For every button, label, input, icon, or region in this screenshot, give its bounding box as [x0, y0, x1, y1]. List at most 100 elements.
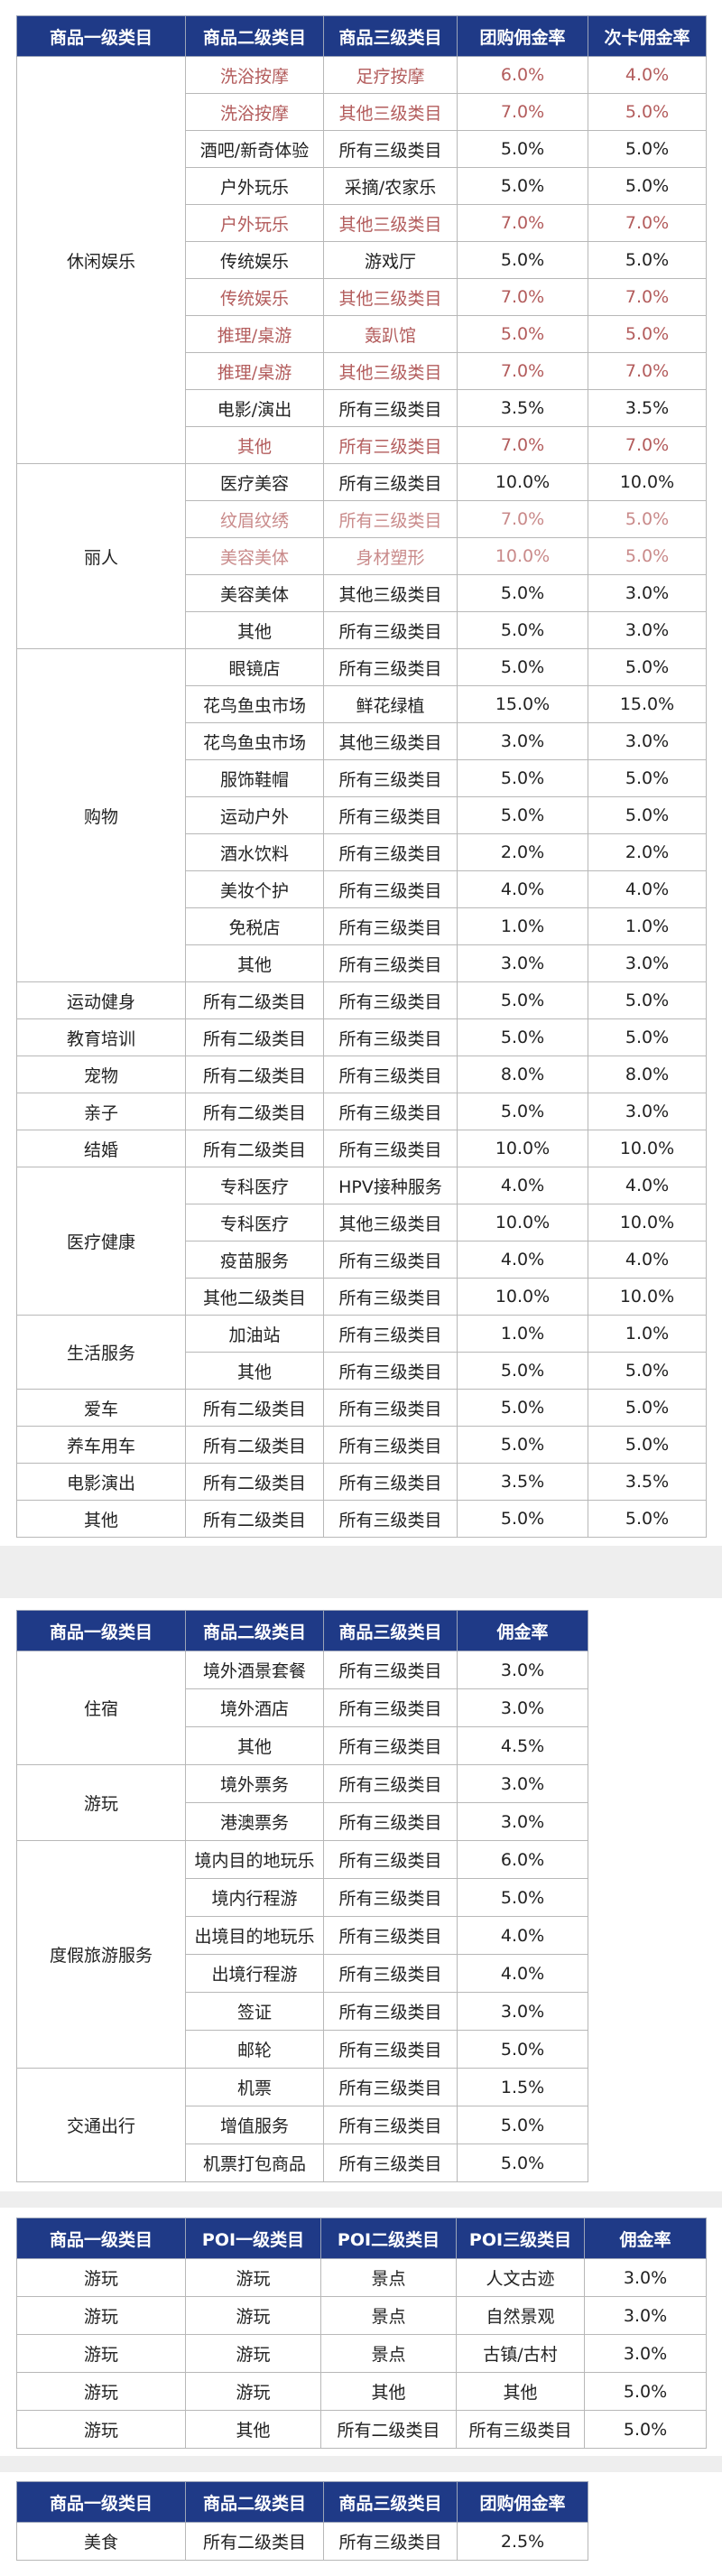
- table-cell: 推理/桌游: [185, 352, 324, 390]
- table-row: 传统娱乐 其他三级类目 7.0% 7.0%: [17, 278, 707, 316]
- table-cell: 所有三级类目: [323, 1315, 458, 1353]
- category-cell: 游玩: [16, 2410, 186, 2449]
- table-cell: 推理/桌游: [185, 315, 324, 353]
- table-cell: 7.0%: [457, 278, 588, 316]
- table-cell: 酒吧/新奇体验: [185, 130, 324, 168]
- table-cell: 美容美体: [185, 574, 324, 612]
- table-row: 游玩 其他 所有二级类目 所有三级类目 5.0%: [16, 2410, 707, 2449]
- table-cell: 户外玩乐: [185, 204, 324, 242]
- table-cell: 所有三级类目: [323, 2030, 458, 2069]
- table-cell: 轰趴馆: [323, 315, 458, 353]
- header-row: 商品一级类目 商品二级类目 商品三级类目 团购佣金率: [16, 2481, 588, 2523]
- table-row: 户外玩乐 采摘/农家乐 5.0% 5.0%: [17, 167, 707, 205]
- table-cell: 所有三级类目: [323, 759, 458, 797]
- table-cell: 所有三级类目: [323, 1500, 458, 1538]
- table-header: 商品一级类目 商品二级类目 商品三级类目 团购佣金率: [16, 2481, 588, 2523]
- table-row: 教育培训 所有二级类目 所有三级类目 5.0% 5.0%: [16, 1018, 707, 1056]
- category-cell: 休闲娱乐: [16, 56, 186, 464]
- table-cell: 5.0%: [588, 1426, 707, 1464]
- table-cell: 5.0%: [588, 1500, 707, 1538]
- table-row: 交通出行 机票 所有三级类目 1.5%: [16, 2068, 588, 2182]
- table-cell: 其他三级类目: [323, 278, 458, 316]
- table-row: 游玩 游玩 景点 人文古迹 3.0%: [16, 2258, 707, 2297]
- table-cell: 专科医疗: [185, 1204, 324, 1242]
- table-row: 出境行程游 所有三级类目 4.0%: [17, 1954, 588, 1993]
- table-cell: 10.0%: [588, 1204, 707, 1242]
- table-cell: 所有三级类目: [323, 2144, 458, 2182]
- table-cell: 所有二级类目: [185, 1018, 324, 1056]
- table-cell: 8.0%: [457, 1056, 588, 1093]
- table-cell: 5.0%: [457, 1389, 588, 1427]
- table-cell: 邮轮: [185, 2030, 324, 2069]
- table-row: 花鸟鱼虫市场 其他三级类目 3.0% 3.0%: [17, 722, 707, 760]
- table-cell: 3.0%: [588, 611, 707, 649]
- table-cell: 增值服务: [185, 2106, 324, 2144]
- table-cell: 3.0%: [588, 722, 707, 760]
- table-row: 游玩 游玩 其他 其他 5.0%: [16, 2372, 707, 2411]
- table-row: 运动健身 所有二级类目 所有三级类目 5.0% 5.0%: [16, 981, 707, 1019]
- table-cell: 所有三级类目: [323, 833, 458, 871]
- category-cell: 爱车: [16, 1389, 186, 1427]
- category-cell: 购物: [16, 648, 186, 982]
- table-cell: 其他三级类目: [323, 722, 458, 760]
- table-cell: 4.0%: [457, 1916, 588, 1955]
- table-cell: 4.0%: [588, 1241, 707, 1279]
- table-row: 其他 所有二级类目 所有三级类目 5.0% 5.0%: [16, 1500, 707, 1538]
- table-cell: 所有三级类目: [323, 1241, 458, 1279]
- table-cell: 所有二级类目: [185, 1056, 324, 1093]
- table-cell: 疫苗服务: [185, 1241, 324, 1279]
- table-cell: 其他三级类目: [323, 352, 458, 390]
- table-cell: 所有三级类目: [323, 907, 458, 945]
- table-cell: 酒水饮料: [185, 833, 324, 871]
- table-cell: 15.0%: [588, 685, 707, 723]
- table-cell: 10.0%: [588, 1278, 707, 1316]
- table-cell: 传统娱乐: [185, 278, 324, 316]
- category-cell: 医疗健康: [16, 1167, 186, 1316]
- table-cell: 10.0%: [588, 463, 707, 501]
- table-row: 亲子 所有二级类目 所有三级类目 5.0% 3.0%: [16, 1093, 707, 1130]
- table-cell: 所有三级类目: [323, 1389, 458, 1427]
- table-cell: 10.0%: [457, 463, 588, 501]
- table-cell: 5.0%: [457, 574, 588, 612]
- table-cell: 户外玩乐: [185, 167, 324, 205]
- table-cell: 3.0%: [457, 1802, 588, 1841]
- header-cell: 佣金率: [457, 1610, 588, 1651]
- table-cell: 运动户外: [185, 796, 324, 834]
- table-cell: 古镇/古村: [456, 2334, 585, 2373]
- category-cell: 教育培训: [16, 1018, 186, 1056]
- table-cell: 花鸟鱼虫市场: [185, 722, 324, 760]
- table-cell: 所有三级类目: [323, 463, 458, 501]
- table-cell: 所有三级类目: [323, 1688, 458, 1727]
- table-cell: HPV接种服务: [323, 1167, 458, 1204]
- table-cell: 5.0%: [457, 1018, 588, 1056]
- table-row: 运动户外 所有三级类目 5.0% 5.0%: [17, 796, 707, 834]
- table-cell: 5.0%: [588, 648, 707, 686]
- table-row: 增值服务 所有三级类目 5.0%: [17, 2106, 588, 2144]
- table-row: 结婚 所有二级类目 所有三级类目 10.0% 10.0%: [16, 1130, 707, 1167]
- table-cell: 所有三级类目: [323, 1278, 458, 1316]
- separator: [0, 2191, 722, 2208]
- table-cell: 3.0%: [588, 574, 707, 612]
- table-cell: 5.0%: [457, 796, 588, 834]
- table-cell: 所有三级类目: [323, 2068, 458, 2106]
- table-cell: 景点: [320, 2334, 457, 2373]
- table-cell: 5.0%: [457, 2106, 588, 2144]
- table-cell: 机票: [185, 2068, 324, 2106]
- data-table: 商品一级类目 POI一级类目 POI二级类目 POI三级类目 佣金率 游玩 游玩 景点 人文古迹…: [16, 2218, 707, 2449]
- table-cell: 所有三级类目: [323, 1916, 458, 1955]
- header-cell: 团购佣金率: [457, 15, 588, 57]
- table-cell: 3.0%: [457, 1651, 588, 1689]
- table-row: 酒吧/新奇体验 所有三级类目 5.0% 5.0%: [17, 130, 707, 168]
- table-cell: 身材塑形: [323, 537, 458, 575]
- table-cell: 3.5%: [588, 389, 707, 427]
- table-cell: 4.5%: [457, 1726, 588, 1765]
- category-cell: 游玩: [16, 2296, 186, 2335]
- table-cell: 所有三级类目: [323, 1130, 458, 1167]
- table-row: 其他 所有三级类目 5.0% 3.0%: [17, 611, 707, 649]
- table-cell: 3.5%: [457, 389, 588, 427]
- table-cell: 7.0%: [457, 204, 588, 242]
- table-cell: 2.5%: [457, 2522, 588, 2561]
- header-cell: 商品二级类目: [185, 15, 324, 57]
- table-row: 美容美体 其他三级类目 5.0% 3.0%: [17, 574, 707, 612]
- table-body: 住宿 境外酒景套餐 所有三级类目 3.0% 境外酒店 所有三级类目 3.0% 其他 所有三级类目…: [16, 1651, 588, 2182]
